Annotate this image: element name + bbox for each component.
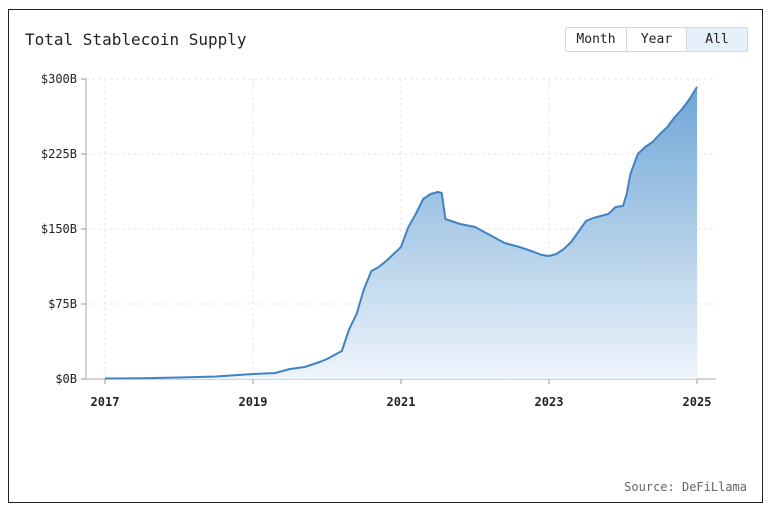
- x-tick-label: 2019: [239, 395, 268, 409]
- source-note: Source: DeFiLlama: [624, 480, 747, 494]
- x-tick-label: 2021: [387, 395, 416, 409]
- range-selector: Month Year All: [565, 27, 748, 52]
- supply-line: [104, 86, 698, 380]
- range-button-year[interactable]: Year: [627, 28, 687, 51]
- chart-title: Total Stablecoin Supply: [25, 30, 247, 49]
- x-tick-label: 2023: [535, 395, 564, 409]
- y-tick-label: $300B: [41, 72, 77, 86]
- y-tick-label: $0B: [55, 372, 77, 386]
- supply-area-fill: [105, 87, 697, 379]
- y-tick-label: $225B: [41, 147, 77, 161]
- x-tick-label: 2025: [683, 395, 712, 409]
- range-button-all[interactable]: All: [687, 28, 747, 51]
- y-tick-label: $75B: [48, 297, 77, 311]
- range-button-month[interactable]: Month: [566, 28, 627, 51]
- x-tick-label: 2017: [91, 395, 120, 409]
- y-tick-label: $150B: [41, 222, 77, 236]
